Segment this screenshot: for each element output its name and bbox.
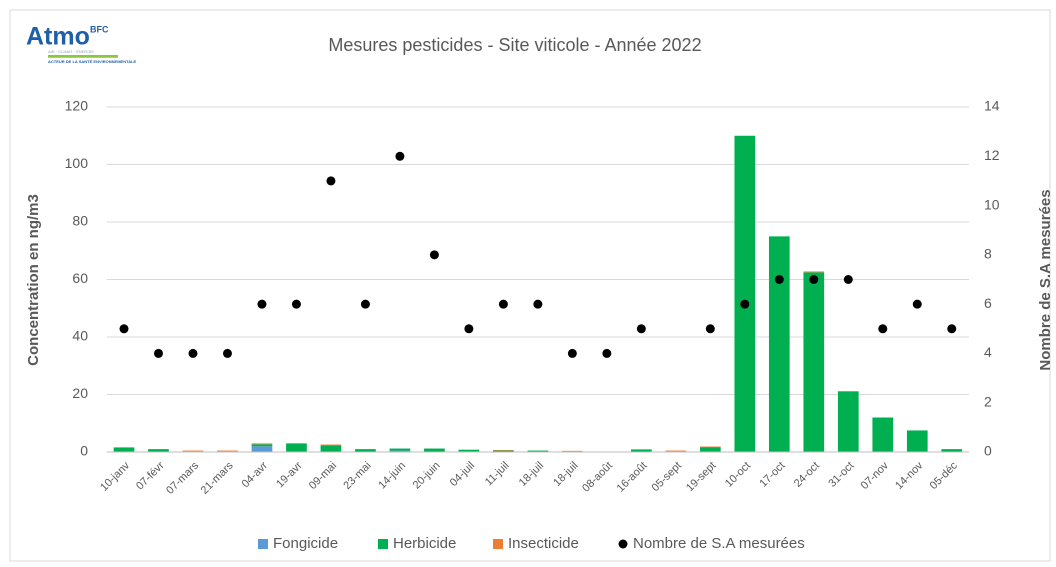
bar — [493, 450, 514, 451]
y2-axis-label: Nombre de S.A mesurées — [1037, 189, 1054, 370]
bar — [183, 451, 204, 452]
dot — [119, 324, 128, 333]
bar — [114, 447, 135, 451]
bar — [252, 446, 273, 452]
dot — [809, 275, 818, 284]
logo-stripe — [48, 55, 118, 57]
dot — [395, 152, 404, 161]
dot — [464, 324, 473, 333]
y2-tick-label: 0 — [984, 443, 992, 459]
bar — [838, 392, 859, 452]
bar — [390, 449, 411, 451]
y2-tick-label: 12 — [984, 147, 1000, 163]
dot — [154, 349, 163, 358]
dot — [188, 349, 197, 358]
y-tick-label: 20 — [72, 385, 88, 401]
bar — [700, 447, 721, 452]
dot — [637, 324, 646, 333]
bar — [631, 449, 652, 451]
dot — [430, 250, 439, 259]
dot — [361, 300, 370, 309]
logo-name: Atmo — [26, 23, 90, 51]
bar — [321, 445, 342, 446]
y2-tick-label: 14 — [984, 98, 1000, 114]
bar — [252, 443, 273, 444]
legend-swatch — [378, 539, 388, 549]
y-tick-label: 120 — [65, 98, 89, 114]
y-axis-label: Concentration en ng/m3 — [25, 194, 42, 366]
dot — [706, 324, 715, 333]
dot — [326, 176, 335, 185]
dot — [568, 349, 577, 358]
dot — [775, 275, 784, 284]
dot — [602, 349, 611, 358]
y-tick-label: 100 — [65, 155, 89, 171]
chart-title: Mesures pesticides - Site viticole - Ann… — [328, 35, 701, 55]
bar — [665, 451, 686, 452]
legend-label: Insecticide — [508, 535, 579, 552]
legend-swatch — [619, 540, 628, 549]
bar — [217, 451, 238, 452]
logo-tagline: AIR · CLIMAT · ÉNERGIE — [48, 49, 94, 54]
legend-swatch — [493, 539, 503, 549]
bar — [907, 430, 928, 452]
bar — [803, 272, 824, 452]
bar — [872, 418, 893, 453]
dot — [740, 300, 749, 309]
logo-motto: ACTEUR DE LA SANTÉ ENVIRONNEMENTALE — [48, 59, 137, 64]
legend-swatch — [258, 539, 268, 549]
bar — [838, 391, 859, 392]
dot — [223, 349, 232, 358]
dot — [257, 300, 266, 309]
dot — [878, 324, 887, 333]
bar — [803, 271, 824, 272]
dot — [292, 300, 301, 309]
legend-label: Fongicide — [273, 535, 338, 552]
legend-label: Nombre de S.A mesurées — [633, 535, 805, 552]
dot — [499, 300, 508, 309]
bar — [700, 447, 721, 448]
y-tick-label: 80 — [72, 213, 88, 229]
bar — [562, 451, 583, 452]
y2-tick-label: 10 — [984, 196, 1000, 212]
y-tick-label: 0 — [80, 443, 88, 459]
dot — [913, 300, 922, 309]
y2-tick-label: 2 — [984, 393, 992, 409]
dot — [533, 300, 542, 309]
legend-label: Herbicide — [393, 535, 456, 552]
y2-tick-label: 8 — [984, 246, 992, 262]
bar — [321, 445, 342, 452]
bar — [459, 450, 480, 452]
dot — [947, 324, 956, 333]
y-tick-label: 60 — [72, 270, 88, 286]
logo-region: BFC — [90, 24, 109, 34]
bar — [252, 444, 273, 446]
dot — [844, 275, 853, 284]
bar — [424, 449, 445, 452]
y-tick-label: 40 — [72, 328, 88, 344]
bar — [769, 236, 790, 452]
bar — [286, 443, 307, 452]
y2-tick-label: 6 — [984, 295, 992, 311]
y2-tick-label: 4 — [984, 344, 992, 360]
bar — [734, 136, 755, 452]
logo-stripe — [48, 57, 118, 58]
